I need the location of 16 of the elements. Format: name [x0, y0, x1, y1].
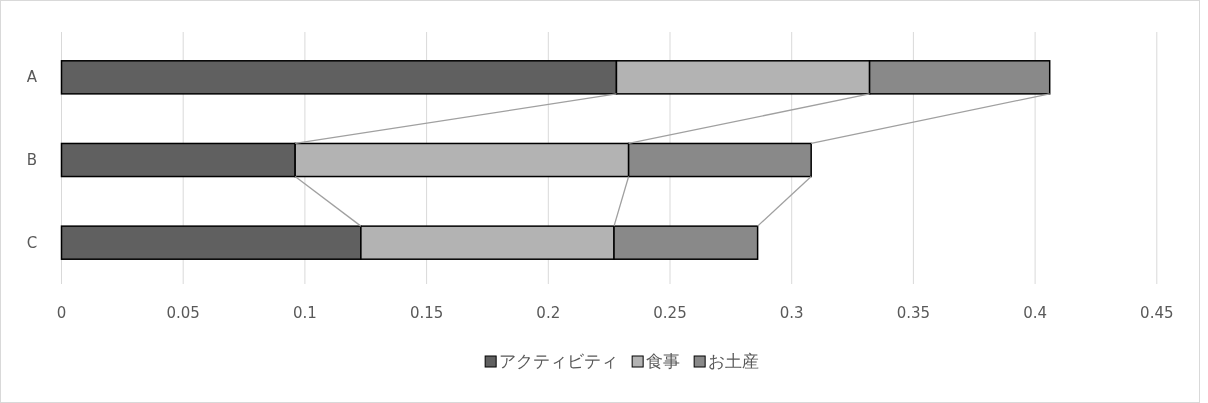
x-tick-label: 0.45 — [1140, 304, 1174, 322]
y-tick-label: C — [26, 233, 38, 252]
x-tick-label: 0.4 — [1023, 304, 1048, 322]
x-tick-label: 0.35 — [896, 304, 931, 322]
x-tick-label: 0.1 — [292, 304, 317, 322]
x-tick-label: 0 — [56, 304, 67, 322]
x-tick-label: 0.3 — [779, 304, 804, 322]
x-tick-label: 0.05 — [166, 304, 200, 322]
legend-label: お土産 — [708, 351, 760, 371]
x-tick-label: 0.15 — [409, 304, 444, 322]
x-tick-label: 0.2 — [536, 304, 561, 322]
x-tick-label: 0.25 — [653, 304, 687, 322]
legend-label: 食事 — [646, 351, 681, 371]
y-tick-label: A — [26, 68, 38, 87]
y-tick-label: B — [26, 151, 38, 169]
legend-label: アクティビティ — [499, 351, 619, 371]
